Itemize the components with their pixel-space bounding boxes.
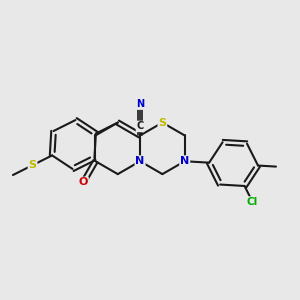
Text: N: N — [136, 99, 144, 109]
Text: S: S — [158, 118, 166, 128]
Text: Cl: Cl — [247, 197, 258, 207]
Text: O: O — [79, 177, 88, 188]
Text: S: S — [28, 160, 37, 170]
Text: C: C — [136, 122, 144, 131]
Text: N: N — [136, 156, 145, 166]
Text: N: N — [180, 156, 189, 166]
